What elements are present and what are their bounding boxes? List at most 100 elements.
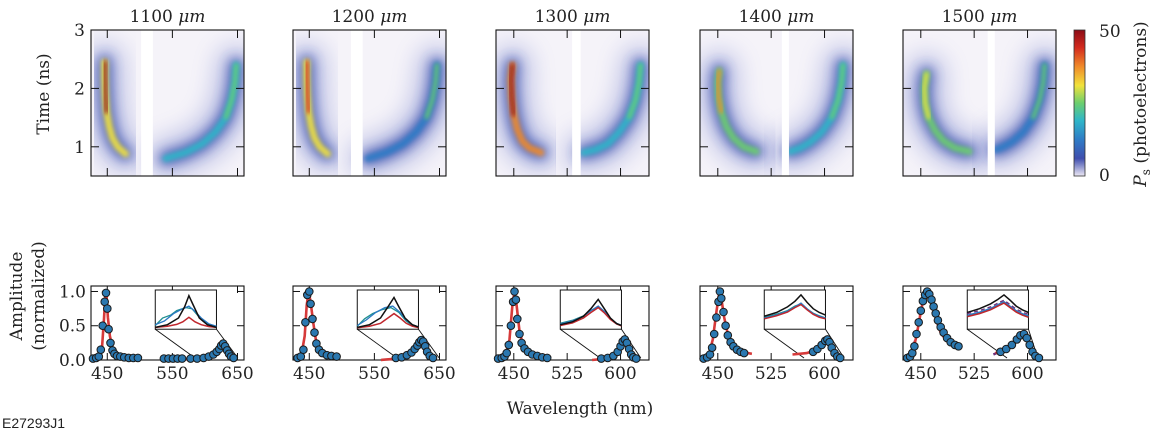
- red-branch-peak: [627, 63, 643, 120]
- red-branch-peak: [829, 63, 845, 120]
- panel-title-value: 1100: [130, 7, 179, 27]
- y-tick-label: 0.0: [59, 351, 86, 371]
- heatmap-panel: [699, 29, 854, 177]
- bottom-y-axis-label-line2: (normalized): [29, 241, 49, 351]
- inset-leader-line: [154, 328, 196, 359]
- panel-title: 1100 μm: [130, 7, 206, 27]
- blue-branch-peak: [304, 60, 311, 114]
- x-tick-label: 525: [958, 364, 990, 384]
- x-tick-label: 650: [221, 364, 253, 384]
- filter-gap: [141, 30, 153, 176]
- filter-gap: [781, 30, 789, 176]
- spectrum-panel: 450 525 600: [699, 285, 854, 384]
- heatmap-frame: [699, 29, 854, 177]
- inset-black-trace: [764, 293, 826, 317]
- panel-title: 1300 μm: [535, 7, 611, 27]
- x-tick-label: 600: [1011, 364, 1043, 384]
- x-tick-label: 525: [551, 364, 583, 384]
- bottom-y-axis-label-line1: Amplitude: [7, 252, 27, 342]
- data-point: [707, 343, 717, 353]
- data-point: [332, 352, 341, 361]
- inset-blue-trace: [967, 300, 1029, 317]
- x-tick-label: 450: [91, 364, 123, 384]
- y-tick-label: 1.0: [59, 282, 86, 302]
- heatmap-panel: [292, 29, 447, 177]
- data-point: [301, 318, 310, 327]
- panel-title-unit: μm: [178, 7, 205, 27]
- inset-leader-line: [825, 328, 845, 359]
- colorbar-label-units: (photoelectrons): [1131, 21, 1151, 169]
- data-point: [719, 307, 728, 317]
- x-tick-label: 450: [702, 364, 734, 384]
- spectrum-panel: 0.0 0.5 1.0 450 550 650: [59, 282, 254, 384]
- heatmap-frame: [90, 29, 245, 177]
- filter-gap: [350, 30, 363, 176]
- heatmap-frame: [902, 29, 1057, 177]
- data-point: [513, 314, 522, 324]
- heatmap-frame: [495, 29, 650, 177]
- y-tick-label: 1: [74, 138, 85, 158]
- y-tick-label: 0.5: [59, 317, 86, 337]
- colorbar-label: Ps (photoelectrons): [1131, 21, 1153, 187]
- panel-title-unit: μm: [583, 7, 610, 27]
- panel-title-unit: μm: [990, 7, 1017, 27]
- colorbar-label-symbol: P: [1131, 175, 1151, 188]
- data-point: [506, 321, 516, 331]
- spectrum-panel: 450 525 600: [902, 285, 1057, 384]
- filter-gap: [987, 30, 995, 176]
- blue-branch-peak: [102, 60, 109, 114]
- panel-title-unit: μm: [787, 7, 814, 27]
- data-point: [717, 294, 726, 303]
- blue-branch-peak: [716, 69, 724, 114]
- panel-title-value: 1200: [332, 7, 381, 27]
- data-point: [914, 318, 924, 327]
- heatmap-panel: [902, 29, 1057, 177]
- data-point: [712, 313, 721, 322]
- inset-teal-trace: [356, 306, 419, 329]
- inset-leader-line: [559, 328, 601, 359]
- data-point: [715, 287, 725, 296]
- data-point: [305, 287, 314, 296]
- panel-title-unit: μm: [380, 7, 407, 27]
- panel-title-value: 1300: [535, 7, 584, 27]
- inset-dashed-trace: [967, 299, 1029, 315]
- panel-title: 1200 μm: [332, 7, 408, 27]
- inset-red-trace: [155, 316, 217, 329]
- x-axis-label: Wavelength (nm): [507, 399, 654, 419]
- x-tick-label: 600: [808, 364, 840, 384]
- data-point: [306, 299, 315, 309]
- inset-black-trace: [155, 293, 217, 329]
- inset-black-trace: [357, 296, 419, 329]
- data-point: [1007, 340, 1017, 350]
- data-point: [96, 345, 106, 355]
- heatmap-panels: 1 2 3: [74, 21, 1057, 177]
- inset-leader-line: [356, 328, 398, 359]
- data-point: [910, 342, 919, 351]
- data-point: [631, 354, 641, 363]
- data-point: [103, 304, 112, 313]
- red-branch-peak: [1031, 63, 1047, 120]
- data-point: [229, 353, 238, 363]
- data-point: [104, 324, 113, 334]
- x-tick-label: 600: [604, 364, 636, 384]
- data-point: [308, 314, 317, 324]
- blue-branch-peak: [922, 72, 931, 120]
- data-point: [515, 329, 524, 339]
- data-point: [954, 342, 963, 351]
- y-tick-label: 2: [74, 79, 85, 99]
- data-point: [1001, 344, 1011, 354]
- colorbar: 50 0 Ps (photoelectrons): [1073, 21, 1153, 188]
- colorbar-min-label: 0: [1099, 166, 1110, 186]
- blue-branch-peak: [509, 63, 516, 117]
- heatmap-frame: [292, 29, 447, 177]
- spectrum-panel: 450 550 650: [292, 285, 456, 384]
- data-point: [835, 353, 845, 363]
- data-point: [101, 288, 111, 298]
- x-tick-label: 450: [293, 364, 325, 384]
- data-point: [1034, 353, 1044, 363]
- inset-blue-trace: [155, 305, 217, 327]
- data-point: [510, 287, 519, 296]
- inset-black-trace: [560, 298, 622, 327]
- x-tick-label: 450: [498, 364, 530, 384]
